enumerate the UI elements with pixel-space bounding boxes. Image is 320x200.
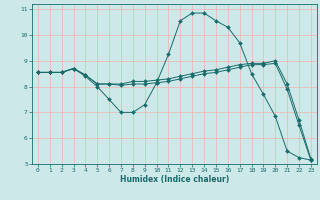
X-axis label: Humidex (Indice chaleur): Humidex (Indice chaleur) <box>120 175 229 184</box>
